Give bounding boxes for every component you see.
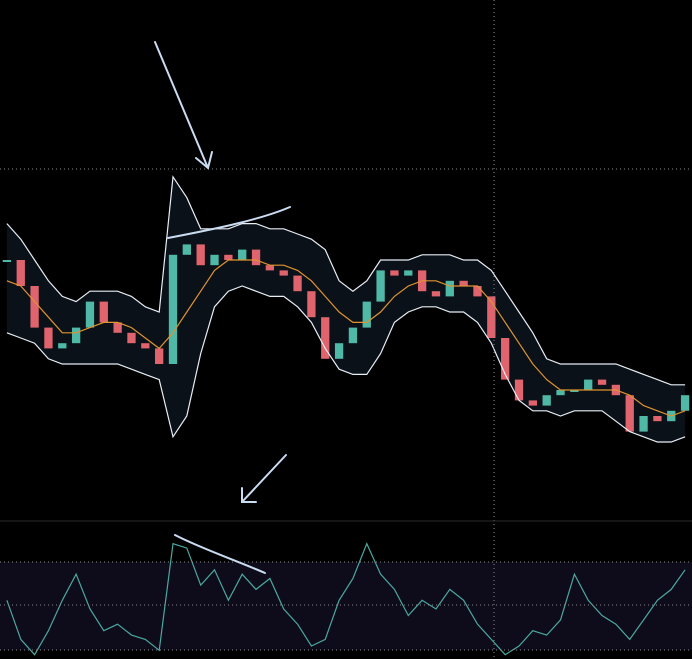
candle bbox=[376, 270, 385, 302]
candle bbox=[30, 286, 39, 328]
candle bbox=[348, 327, 358, 344]
candle bbox=[279, 270, 288, 276]
line bbox=[6, 285, 686, 443]
candle bbox=[514, 379, 524, 401]
trendline bbox=[167, 206, 291, 239]
candle bbox=[487, 296, 496, 338]
candle bbox=[653, 416, 662, 422]
rsi-band bbox=[0, 562, 692, 650]
candle bbox=[168, 254, 178, 364]
candle bbox=[251, 249, 261, 266]
candle bbox=[680, 395, 690, 411]
candle bbox=[2, 260, 12, 262]
candle bbox=[99, 301, 108, 323]
arrow bbox=[154, 41, 213, 170]
candle bbox=[542, 395, 551, 406]
candle bbox=[431, 291, 441, 297]
candle bbox=[58, 343, 67, 349]
candle bbox=[597, 379, 607, 385]
candle bbox=[362, 301, 371, 328]
arrow bbox=[241, 454, 287, 503]
candle bbox=[196, 244, 205, 266]
candle bbox=[238, 249, 247, 260]
candle bbox=[625, 395, 634, 432]
candle bbox=[556, 390, 565, 396]
candle bbox=[570, 390, 579, 392]
line bbox=[6, 175, 686, 386]
candle bbox=[127, 332, 136, 344]
candle bbox=[155, 348, 164, 364]
candle bbox=[141, 343, 150, 349]
candle bbox=[473, 286, 482, 297]
candle bbox=[501, 338, 510, 380]
candle bbox=[404, 270, 413, 276]
candle bbox=[113, 322, 122, 333]
candle bbox=[182, 244, 191, 255]
candle bbox=[528, 400, 537, 406]
candle bbox=[639, 416, 648, 432]
candle bbox=[321, 317, 330, 359]
line bbox=[6, 542, 686, 656]
candle bbox=[307, 291, 316, 318]
candle bbox=[390, 270, 399, 276]
candle bbox=[16, 260, 25, 286]
candle bbox=[445, 280, 454, 297]
candle bbox=[265, 265, 275, 271]
line bbox=[6, 259, 686, 417]
candle bbox=[334, 343, 344, 359]
candle bbox=[210, 254, 219, 266]
candle bbox=[459, 280, 468, 286]
candle bbox=[224, 254, 233, 260]
candle bbox=[293, 275, 302, 292]
candle bbox=[584, 379, 593, 390]
candle bbox=[85, 301, 95, 328]
candle bbox=[44, 327, 53, 349]
candle bbox=[71, 327, 81, 344]
band-fill bbox=[6, 176, 686, 443]
marks bbox=[2, 175, 690, 656]
trendline bbox=[174, 534, 266, 574]
